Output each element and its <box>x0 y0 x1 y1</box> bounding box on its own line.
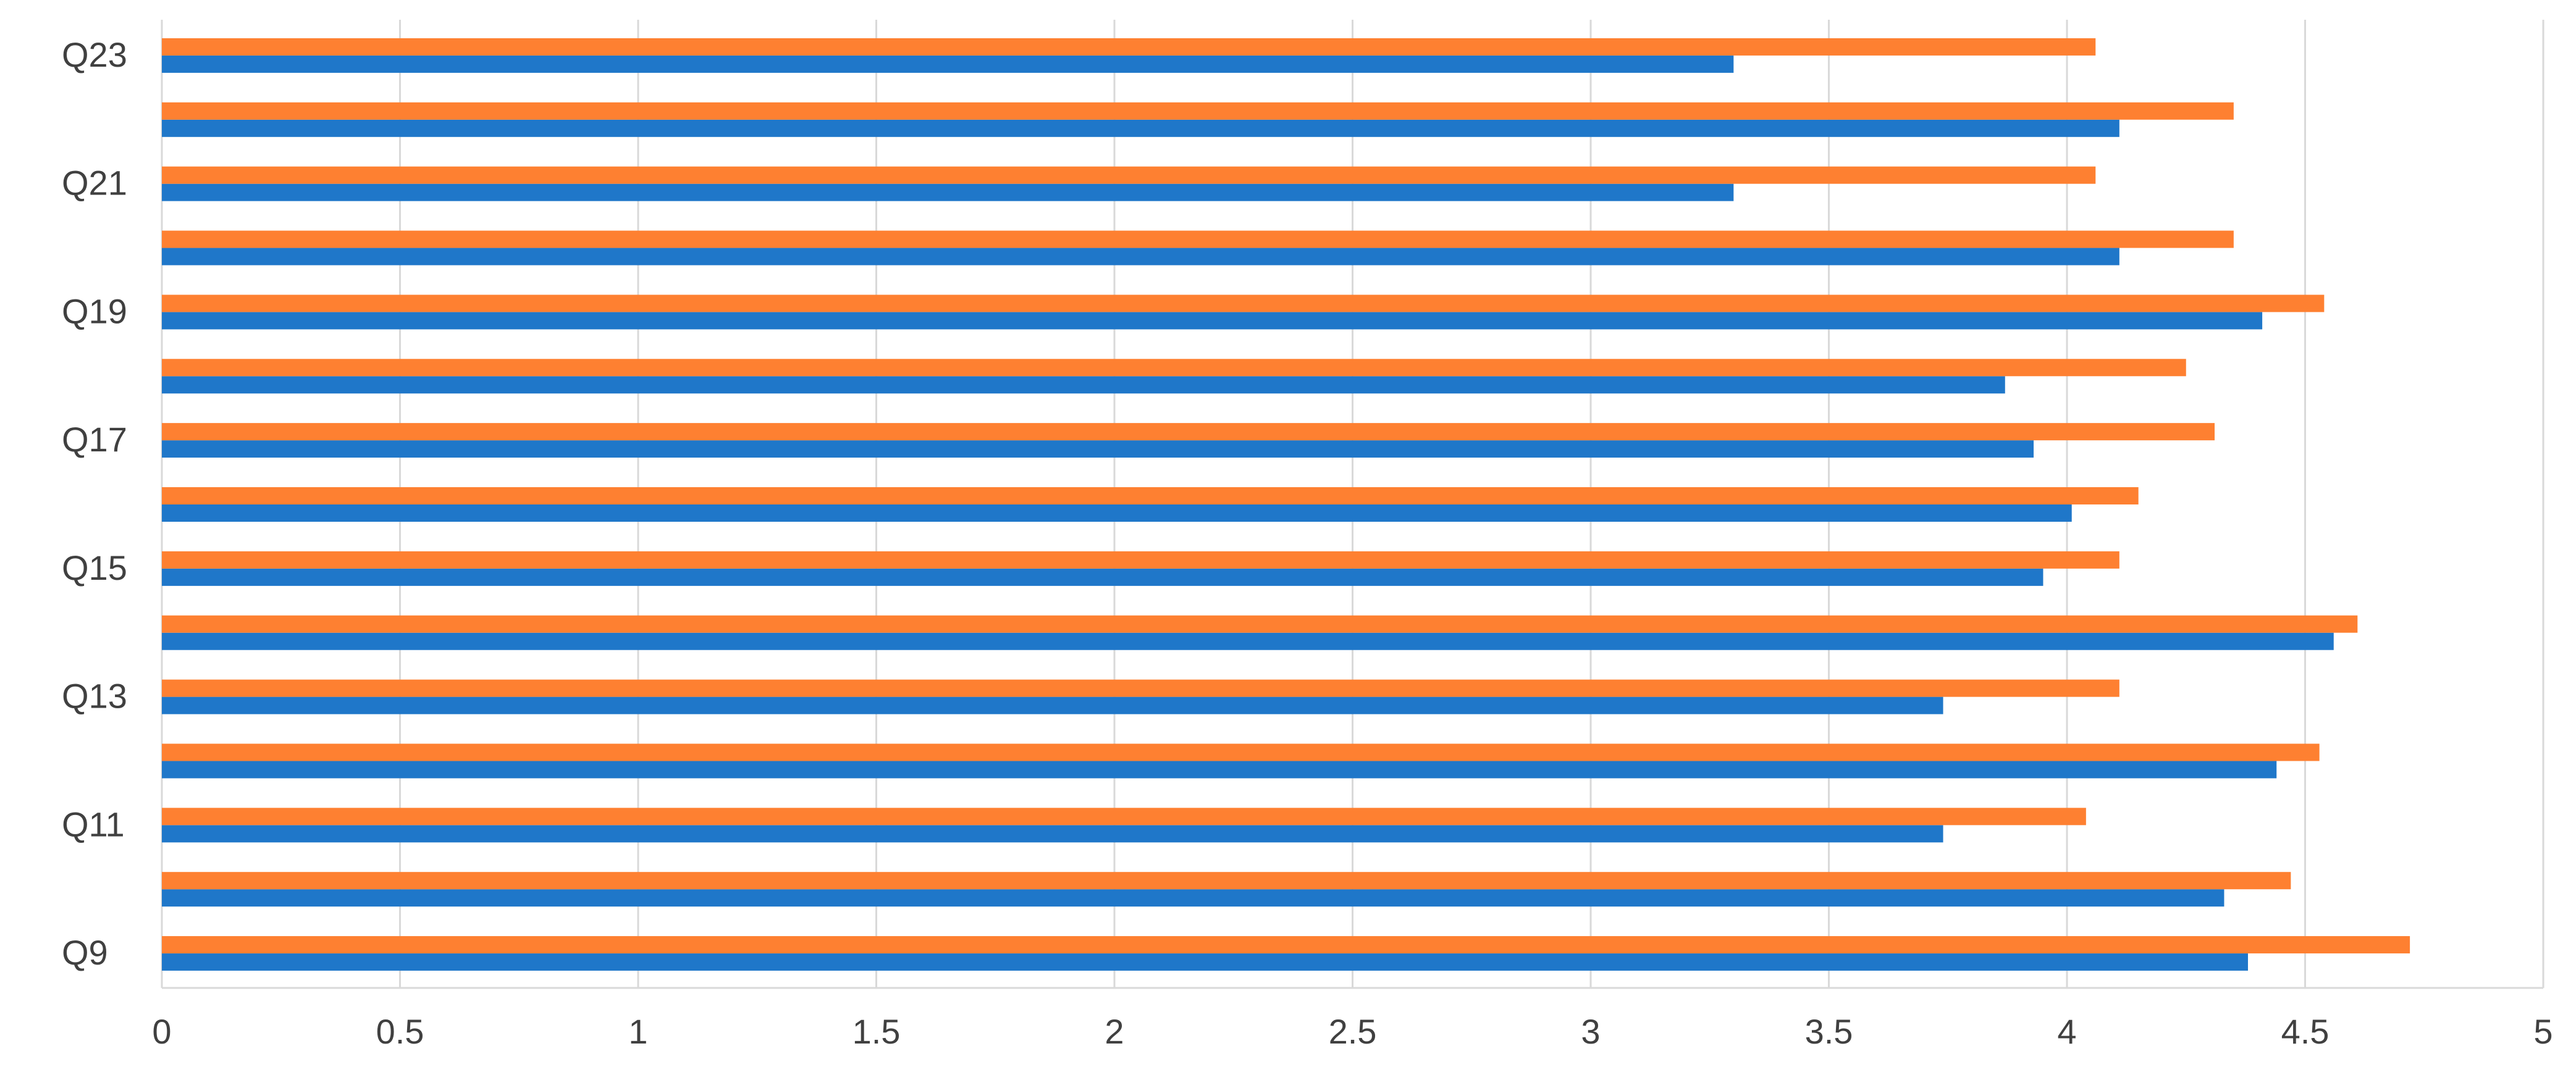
bar-series-0-Q23 <box>162 55 1734 73</box>
bar-series-1-Q10 <box>162 872 2291 890</box>
x-tick-label: 1.5 <box>852 1012 901 1051</box>
bar-series-0-Q18 <box>162 376 2005 394</box>
y-category-label: Q19 <box>62 291 127 330</box>
bars <box>162 38 2410 971</box>
x-axis-tick-labels: 0 0.5 1 1.5 2 2.5 3 3.5 4 4.5 5 <box>152 1012 2553 1051</box>
bar-series-1-Q16 <box>162 487 2139 504</box>
bar-series-1-Q18 <box>162 359 2186 377</box>
bar-series-1-Q14 <box>162 615 2358 633</box>
y-category-label: Q9 <box>62 933 108 972</box>
x-tick-label: 0 <box>152 1012 171 1051</box>
y-category-label: Q23 <box>62 35 127 74</box>
bar-series-0-Q10 <box>162 889 2225 907</box>
bar-series-1-Q19 <box>162 295 2325 312</box>
bar-series-1-Q22 <box>162 102 2234 120</box>
y-axis-category-labels: Q9 Q11 Q13 Q15 Q17 Q19 Q21 Q23 <box>62 35 127 972</box>
bar-series-1-Q23 <box>162 38 2096 56</box>
y-category-label: Q13 <box>62 677 127 716</box>
bar-series-0-Q20 <box>162 248 2119 266</box>
y-category-label: Q11 <box>62 805 125 843</box>
bar-series-0-Q17 <box>162 440 2034 458</box>
bar-series-0-Q11 <box>162 825 1943 843</box>
bar-series-1-Q21 <box>162 166 2096 184</box>
bar-series-1-Q17 <box>162 423 2215 441</box>
bar-series-1-Q11 <box>162 808 2086 826</box>
bar-series-0-Q14 <box>162 632 2334 650</box>
bar-series-0-Q15 <box>162 568 2044 586</box>
bar-series-0-Q9 <box>162 953 2248 971</box>
x-tick-label: 3 <box>1581 1012 1600 1051</box>
x-tick-label: 5 <box>2533 1012 2553 1051</box>
bar-series-1-Q20 <box>162 230 2234 248</box>
bar-series-0-Q13 <box>162 696 1943 714</box>
x-tick-label: 1 <box>628 1012 647 1051</box>
x-tick-label: 0.5 <box>376 1012 424 1051</box>
x-tick-label: 2.5 <box>1329 1012 1377 1051</box>
x-tick-label: 4.5 <box>2281 1012 2330 1051</box>
bar-series-1-Q15 <box>162 551 2119 569</box>
x-tick-label: 4 <box>2057 1012 2076 1051</box>
bar-series-0-Q22 <box>162 119 2119 137</box>
y-category-label: Q17 <box>62 420 127 459</box>
bar-series-0-Q16 <box>162 504 2072 522</box>
y-category-label: Q21 <box>62 164 127 203</box>
bar-series-1-Q9 <box>162 936 2410 954</box>
bar-series-0-Q21 <box>162 183 1734 201</box>
y-category-label: Q15 <box>62 548 127 587</box>
bar-series-1-Q13 <box>162 679 2119 697</box>
x-tick-label: 3.5 <box>1805 1012 1853 1051</box>
bar-series-0-Q12 <box>162 761 2277 779</box>
bar-series-1-Q12 <box>162 743 2320 761</box>
x-tick-label: 2 <box>1105 1012 1124 1051</box>
bar-series-0-Q19 <box>162 312 2263 330</box>
